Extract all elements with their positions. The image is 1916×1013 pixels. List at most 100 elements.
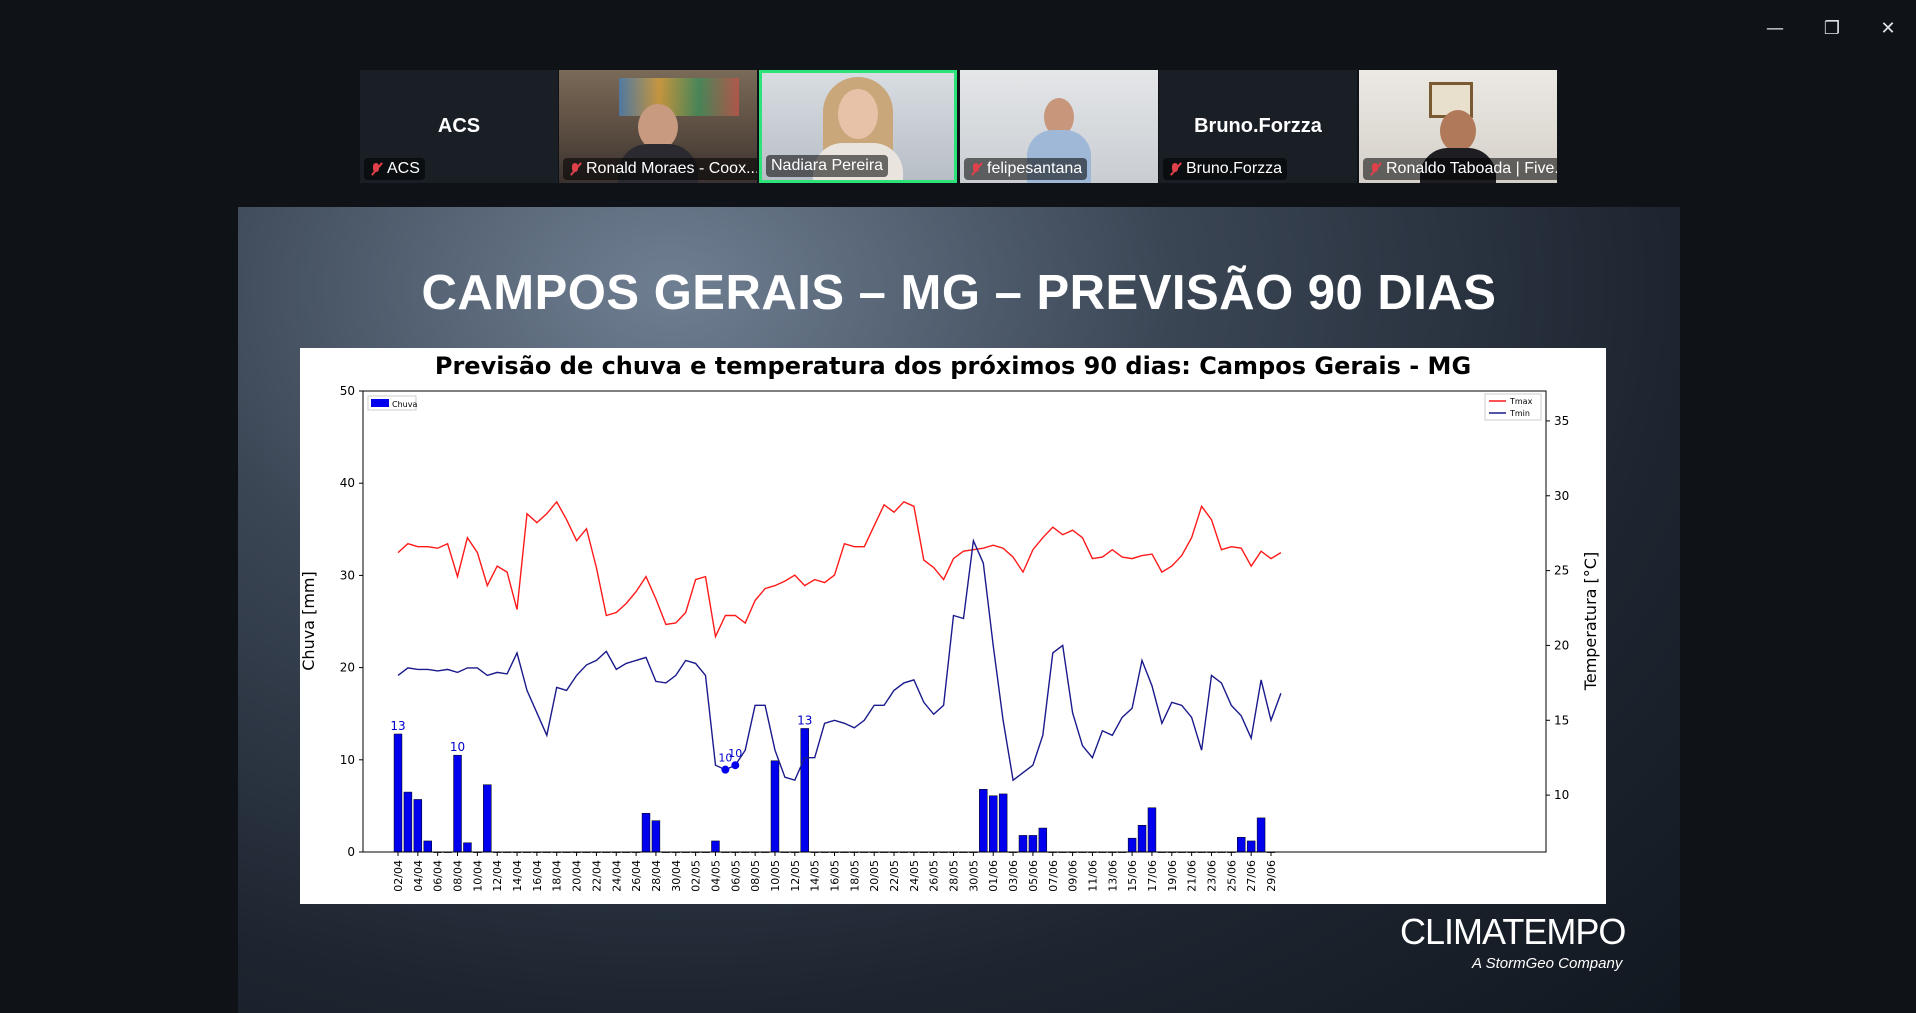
plot-frame [362, 390, 1547, 853]
mic-muted-icon [369, 162, 383, 176]
x-tick-label: 26/05 [928, 860, 941, 892]
x-tick-label: 30/04 [670, 860, 683, 892]
mic-muted-icon [1368, 162, 1382, 176]
rain-bar [1018, 835, 1028, 853]
y-tick-label-right: 10 [1554, 788, 1569, 802]
x-tick-label: 12/05 [789, 860, 802, 892]
x-tick-label: 07/06 [1047, 860, 1060, 892]
x-tick-label: 21/06 [1186, 860, 1199, 892]
legend-temperature: Tmax Tmin [1484, 393, 1542, 421]
rain-bar [1028, 835, 1038, 853]
x-tick-label: 26/04 [630, 860, 643, 892]
x-tick-label: 11/06 [1086, 860, 1099, 892]
legend-label-tmin: Tmin [1509, 409, 1530, 418]
x-tick-label: 06/04 [432, 860, 445, 892]
y-tick-label-right: 20 [1554, 638, 1569, 652]
y-axis-label-left: Chuva [mm] [300, 571, 318, 670]
x-tick-label: 25/06 [1225, 860, 1238, 892]
point-value-label: 10 [718, 752, 732, 765]
y-tick-label-left: 30 [340, 568, 355, 582]
x-tick-label: 02/05 [690, 860, 703, 892]
rain-bar [1127, 837, 1137, 853]
participant-name: felipesantana [987, 160, 1083, 177]
rain-bar [651, 820, 661, 853]
y-tick-label-left: 0 [347, 845, 355, 859]
rain-bar [998, 793, 1008, 853]
forecast-chart: Previsão de chuva e temperatura dos próx… [300, 348, 1606, 904]
participant-nametag: Bruno.Forzza [1163, 158, 1288, 180]
rain-bar [711, 840, 720, 853]
rain-bar [393, 733, 403, 853]
participant-name: Ronaldo Taboada | Five... [1386, 160, 1557, 177]
x-tick-label: 28/05 [948, 860, 961, 892]
rain-bar [1038, 827, 1048, 853]
x-tick-label: 30/05 [967, 860, 980, 892]
x-tick-label: 16/05 [829, 860, 842, 892]
participant-name: Bruno.Forzza [1186, 160, 1283, 177]
x-tick-label: 10/04 [471, 860, 484, 892]
x-tick-label: 18/05 [848, 860, 861, 892]
rain-bar [1256, 817, 1266, 853]
x-tick-label: 08/04 [452, 860, 465, 892]
x-tick-label: 17/06 [1146, 860, 1159, 892]
rain-bar [413, 799, 423, 853]
x-tick-label: 22/04 [590, 860, 603, 892]
x-tick-label: 04/04 [412, 860, 425, 892]
maximize-button[interactable]: ❐ [1812, 14, 1852, 42]
bar-value-label: 13 [390, 719, 405, 733]
x-tick-label: 13/06 [1106, 860, 1119, 892]
participant-tile-bruno[interactable]: Bruno.Forzza Bruno.Forzza [1159, 70, 1357, 183]
climatempo-logo: CLIMATEMPO A StormGeo Company [1400, 911, 1630, 972]
y-axis-label-right: Temperatura [°C] [1581, 552, 1600, 691]
y-tick-label-right: 15 [1554, 713, 1569, 727]
participant-tile-nadiara[interactable]: Nadiara Pereira [759, 70, 957, 183]
logo-tagline: A StormGeo Company [1472, 955, 1623, 972]
legend-rain: Chuva [367, 395, 417, 411]
rain-bar [1137, 825, 1147, 853]
y-tick-label-left: 50 [340, 384, 355, 398]
participant-nametag: Nadiara Pereira [766, 155, 889, 177]
minimize-button[interactable]: — [1755, 14, 1795, 42]
tmin-line [397, 538, 1282, 782]
x-tick-label: 06/05 [729, 860, 742, 892]
rain-bar [403, 791, 413, 853]
x-tick-label: 05/06 [1027, 860, 1040, 892]
close-button[interactable]: ✕ [1868, 14, 1908, 42]
participant-name: Ronald Moraes - Coox... [586, 160, 757, 177]
rain-bar [641, 813, 651, 853]
x-tick-label: 12/04 [491, 860, 504, 892]
participant-nametag: Ronaldo Taboada | Five... [1363, 158, 1557, 180]
logo-wordmark: CLIMATEMPO [1400, 911, 1626, 952]
minimize-icon: — [1766, 17, 1784, 39]
bar-value-label: 13 [797, 713, 812, 727]
x-tick-label: 14/05 [809, 860, 822, 892]
point-value-label: 10 [728, 747, 742, 760]
participant-display-name: ACS [437, 115, 481, 137]
maximize-icon: ❐ [1823, 17, 1841, 39]
participant-tile-ronaldo[interactable]: Ronaldo Taboada | Five... [1359, 70, 1557, 183]
rain-bar [1237, 836, 1246, 853]
legend-label-chuva: Chuva [392, 400, 417, 409]
y-tick-label-left: 40 [340, 476, 355, 490]
mic-muted-icon [969, 162, 983, 176]
x-tick-label: 01/06 [987, 860, 1000, 892]
mic-muted-icon [568, 162, 582, 176]
participant-nametag: Ronald Moraes - Coox... [563, 158, 757, 180]
mic-muted-icon [1168, 162, 1182, 176]
participant-name: Nadiara Pereira [771, 157, 884, 174]
x-tick-label: 27/06 [1245, 860, 1258, 892]
participant-tile-ronald[interactable]: Ronald Moraes - Coox... [559, 70, 757, 183]
participant-name: ACS [387, 160, 420, 177]
forecast-chart-svg: Previsão de chuva e temperatura dos próx… [300, 352, 1600, 892]
x-tick-label: 03/06 [1007, 860, 1020, 892]
x-tick-label: 02/04 [392, 860, 405, 892]
x-tick-label: 24/05 [908, 860, 921, 892]
close-icon: ✕ [1880, 17, 1896, 39]
chart-title: Previsão de chuva e temperatura dos próx… [435, 352, 1471, 380]
participant-tile-acs[interactable]: ACS ACS [360, 70, 558, 183]
rain-bar [989, 795, 998, 853]
x-tick-label: 16/04 [531, 860, 544, 892]
rain-bar [1147, 807, 1157, 853]
tmax-line [397, 500, 1282, 639]
participant-tile-felipe[interactable]: felipesantana [960, 70, 1158, 183]
